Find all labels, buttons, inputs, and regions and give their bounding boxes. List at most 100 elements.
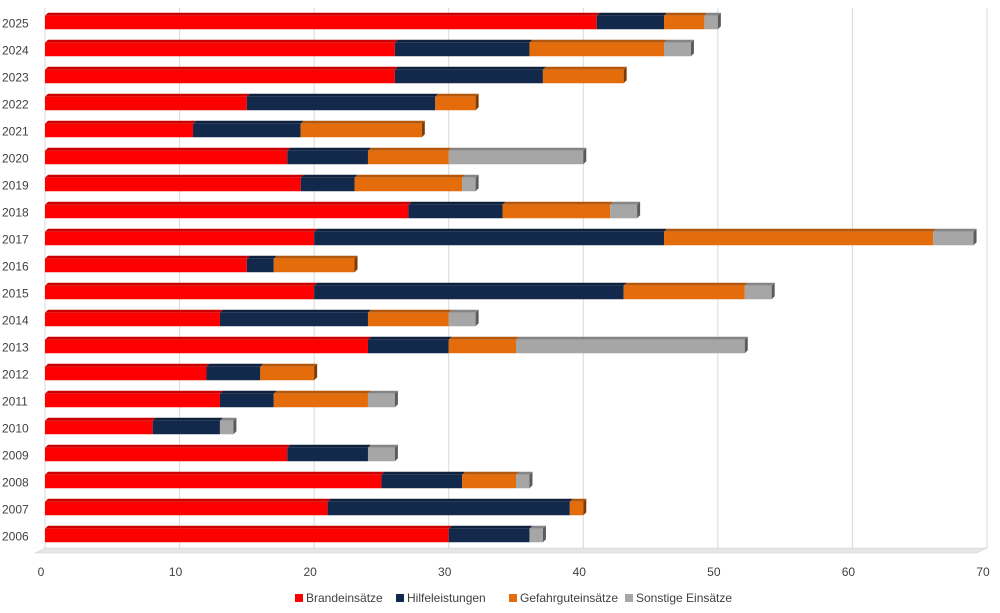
- bar-segment-top: [542, 66, 627, 70]
- bar-segment: [569, 501, 584, 516]
- bar-segment-top: [448, 525, 533, 529]
- legend-swatch: [625, 594, 633, 602]
- bars: [45, 12, 977, 543]
- bar-segment-top: [45, 12, 600, 16]
- bar-segment: [448, 528, 530, 543]
- bar-segment-top: [367, 444, 398, 448]
- bar-segment: [462, 177, 476, 192]
- y-tick-label: 2024: [2, 44, 29, 58]
- bar-segment-top: [45, 39, 398, 43]
- bar-segment-top: [273, 390, 371, 394]
- bar-segment: [273, 393, 368, 408]
- bar-segment-top: [246, 93, 439, 97]
- bar-segment-top: [287, 147, 371, 151]
- bar-segment-top: [462, 471, 519, 475]
- bar-segment-top: [448, 309, 479, 313]
- bar-segment: [448, 150, 584, 165]
- bar-segment: [219, 312, 368, 327]
- bar-end-face: [771, 282, 775, 300]
- bar-segment-top: [45, 417, 156, 421]
- bar-segment-top: [219, 390, 277, 394]
- bar-end-face: [973, 228, 977, 246]
- bar-segment: [542, 69, 624, 84]
- bar-segment-top: [260, 363, 318, 367]
- bar-segment-top: [206, 363, 264, 367]
- bar-segment-top: [394, 39, 533, 43]
- x-tick-label: 60: [842, 565, 856, 579]
- bar-segment-top: [327, 498, 573, 502]
- bar-segment-top: [45, 336, 371, 340]
- bar-segment: [45, 15, 597, 30]
- bar-segment-top: [45, 471, 385, 475]
- y-tick-label: 2009: [2, 449, 29, 463]
- bar-segment-top: [569, 498, 587, 502]
- bar-segment: [529, 42, 665, 57]
- bar-segment-top: [529, 39, 668, 43]
- bar-segment: [45, 501, 328, 516]
- bar-segment-top: [45, 390, 223, 394]
- legend-swatch: [396, 594, 404, 602]
- bar-end-face: [690, 39, 694, 57]
- bar-segment: [300, 123, 422, 138]
- bar-segment-top: [45, 147, 291, 151]
- bar-segment: [408, 204, 503, 219]
- bar-end-face: [583, 147, 587, 165]
- bar-segment: [516, 339, 745, 354]
- bar-segment: [287, 447, 368, 462]
- bar-segment-top: [300, 120, 425, 124]
- y-tick-label: 2010: [2, 422, 29, 436]
- bar-segment-top: [596, 12, 668, 16]
- bar-segment: [314, 285, 624, 300]
- bar-segment: [45, 177, 301, 192]
- bar-end-face: [475, 309, 479, 327]
- bar-segment-top: [664, 12, 708, 16]
- bar-segment: [664, 231, 934, 246]
- x-tick-label: 0: [38, 565, 45, 579]
- bar-end-face: [717, 12, 721, 30]
- bar-end-face: [421, 120, 425, 138]
- bar-segment-top: [45, 174, 304, 178]
- bar-segment: [45, 285, 315, 300]
- bar-segment: [664, 15, 705, 30]
- bar-segment: [529, 528, 543, 543]
- bar-segment: [45, 150, 288, 165]
- bar-segment: [193, 123, 301, 138]
- bar-segment-top: [45, 525, 452, 529]
- bar-segment-top: [381, 471, 466, 475]
- bar-segment: [45, 420, 153, 435]
- bar-end-face: [314, 363, 318, 381]
- bar-segment: [367, 447, 395, 462]
- legend-label: Sonstige Einsätze: [636, 591, 732, 605]
- bar-segment: [448, 339, 516, 354]
- x-tick-label: 30: [438, 565, 452, 579]
- bar-segment: [45, 42, 395, 57]
- bar-segment: [367, 393, 395, 408]
- bar-segment: [381, 474, 463, 489]
- y-tick-label: 2021: [2, 125, 29, 139]
- y-tick-label: 2015: [2, 287, 29, 301]
- bar-segment-top: [45, 282, 318, 286]
- bar-segment-top: [462, 174, 479, 178]
- bar-segment: [314, 231, 665, 246]
- chart-floor-plane: [34, 547, 988, 554]
- y-tick-label: 2023: [2, 71, 29, 85]
- bar-end-face: [233, 417, 237, 435]
- bar-end-face: [529, 471, 533, 489]
- bar-segment: [45, 312, 220, 327]
- bar-end-face: [475, 93, 479, 111]
- bar-segment-top: [367, 147, 452, 151]
- bar-segment: [45, 258, 247, 273]
- y-tick-label: 2008: [2, 476, 29, 490]
- y-tick-label: 2017: [2, 233, 29, 247]
- bar-segment: [300, 177, 355, 192]
- bar-end-face: [744, 336, 748, 354]
- bar-segment-top: [45, 498, 331, 502]
- bar-segment-top: [314, 282, 627, 286]
- bar-segment: [45, 96, 247, 111]
- bar-segment: [596, 15, 665, 30]
- y-tick-label: 2007: [2, 503, 29, 517]
- bar-segment: [933, 231, 974, 246]
- x-tick-label: 20: [303, 565, 317, 579]
- bar-end-face: [623, 66, 627, 84]
